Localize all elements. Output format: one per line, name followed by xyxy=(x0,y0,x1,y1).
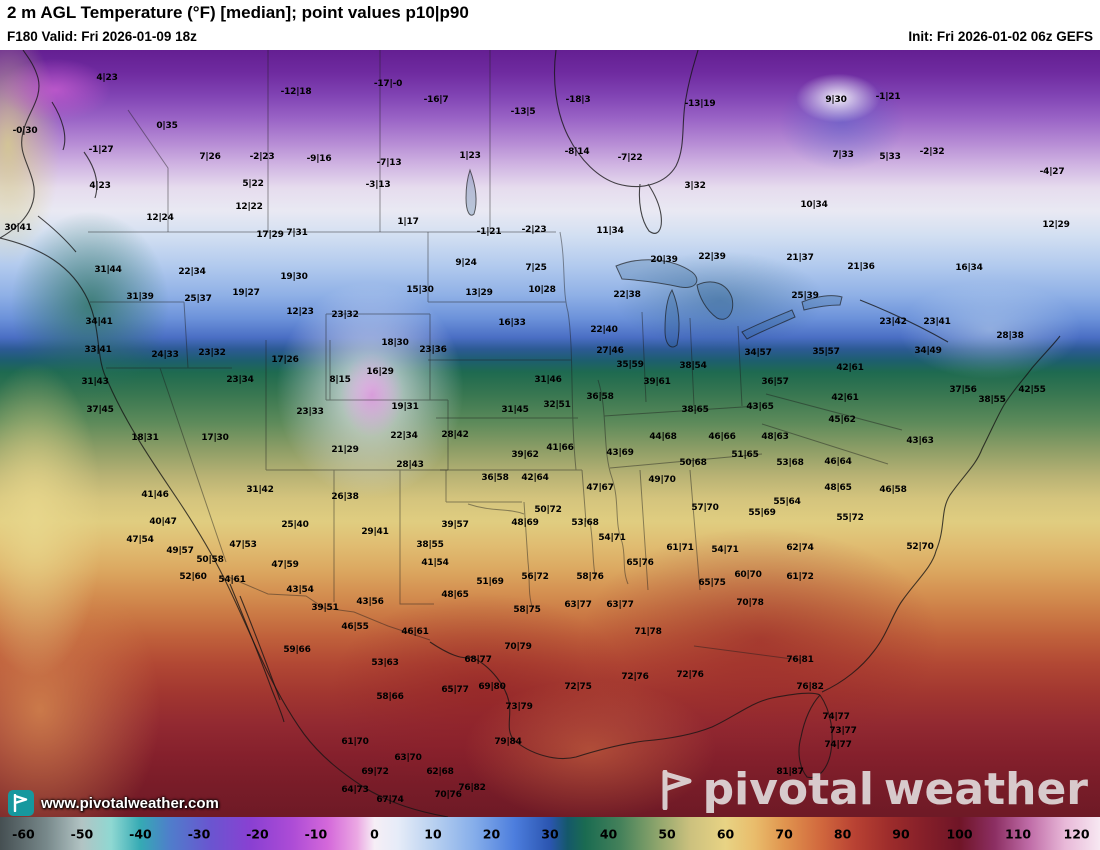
url-watermark: www.pivotalweather.com xyxy=(8,790,219,816)
colorbar-tick-label: 110 xyxy=(1005,826,1032,841)
brand-word-weather: weather xyxy=(883,764,1088,815)
url-text: www.pivotalweather.com xyxy=(41,794,219,812)
colorbar-tick-label: 20 xyxy=(482,826,501,841)
pivotal-logo-icon xyxy=(8,790,34,816)
colorbar-tick-label: 30 xyxy=(541,826,559,841)
coastline-atlantic xyxy=(821,335,1061,693)
colorbar-tick-label: 0 xyxy=(370,826,379,841)
brand-word-pivotal: pivotal xyxy=(702,764,874,815)
lake-winnipeg xyxy=(465,168,477,216)
border-us-mexico xyxy=(225,575,431,641)
map-borders xyxy=(0,50,1061,817)
colorbar: -60 -50 -40 -30 -20 -10 0 10 20 30 40 50 60 70 80 90 100… xyxy=(0,817,1100,850)
border-provinces xyxy=(127,50,491,232)
coastline-pacific xyxy=(0,237,449,817)
lake-ontario xyxy=(801,295,843,311)
colorbar-tick-label: 60 xyxy=(716,826,735,841)
colorbar-tick-label: -50 xyxy=(70,826,94,841)
lake-superior xyxy=(615,259,698,289)
temperature-map xyxy=(0,50,1100,817)
coastline-gulf xyxy=(429,641,821,760)
colorbar-tick-label: -40 xyxy=(129,826,152,841)
valid-time-label: F180 Valid: Fri 2026-01-09 18z xyxy=(7,29,197,44)
coastline-st-lawrence xyxy=(859,299,949,343)
colorbar-tick-label: -20 xyxy=(246,826,269,841)
coastline-bc xyxy=(0,50,98,253)
map-title: 2 m AGL Temperature (°F) [median]; point… xyxy=(7,3,469,22)
colorbar-tick-label: 40 xyxy=(599,826,618,841)
border-western-states xyxy=(90,301,533,607)
lake-huron xyxy=(696,281,734,320)
coastline-baja xyxy=(229,583,285,723)
colorbar-tick-label: 120 xyxy=(1063,826,1090,841)
colorbar-tick-label: -30 xyxy=(187,826,211,841)
header: 2 m AGL Temperature (°F) [median]; point… xyxy=(0,0,1100,50)
colorbar-tick-label: 100 xyxy=(946,826,973,841)
colorbar-tick-label: -60 xyxy=(12,826,35,841)
colorbar-tick-label: 80 xyxy=(833,826,852,841)
lake-erie xyxy=(741,309,796,340)
colorbar-tick-label: 50 xyxy=(658,826,676,841)
border-eastern-states xyxy=(589,311,903,661)
colorbar-tick-label: 70 xyxy=(775,826,793,841)
colorbar-tick-label: -10 xyxy=(304,826,328,841)
border-plains-states xyxy=(427,231,587,523)
lake-michigan xyxy=(664,288,680,348)
coastline-hudson-bay xyxy=(554,50,699,234)
colorbar-tick-label: 90 xyxy=(892,826,910,841)
colorbar-tick-label: 10 xyxy=(424,826,442,841)
brand-watermark: pivotal weather xyxy=(659,768,1088,812)
flag-icon xyxy=(662,770,692,810)
init-time-label: Init: Fri 2026-01-02 06z GEFS xyxy=(908,29,1093,44)
coastline-florida xyxy=(798,694,833,779)
